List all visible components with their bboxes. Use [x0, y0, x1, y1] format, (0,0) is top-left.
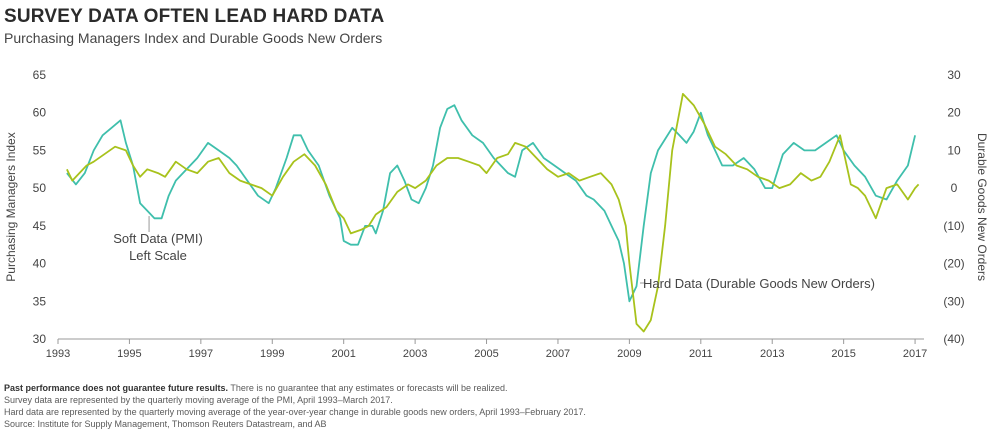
y2-axis-label: Durable Goods New Orders: [975, 133, 989, 281]
y-tick-label: 60: [33, 106, 47, 120]
chart-canvas: 1993 1995 1997 1999 2001 2003 2005 2007 2009 2011…: [4, 68, 989, 360]
y-tick-label: 35: [33, 294, 47, 308]
y-tick-label: 65: [33, 68, 47, 82]
x-tick-label: 2017: [903, 348, 927, 360]
footnote-disclaimer: Past performance does not guarantee futu…: [4, 383, 508, 393]
chart-annotations: Soft Data (PMI) Left Scale Hard Data (Dura…: [113, 216, 875, 291]
pmi-annotation-line2: Left Scale: [129, 248, 187, 263]
x-tick-label: 1993: [46, 348, 70, 360]
y-axis-label: Purchasing Managers Index: [4, 132, 18, 281]
y2-tick-label: (40): [943, 332, 964, 346]
x-tick-label: 1995: [117, 348, 141, 360]
x-tick-label: 2009: [617, 348, 641, 360]
y-tick-label: 50: [33, 181, 47, 195]
chart-subtitle: Purchasing Managers Index and Durable Go…: [4, 30, 383, 46]
x-tick-label: 2011: [689, 348, 713, 360]
y-tick-label: 30: [33, 332, 47, 346]
x-tick-label: 2013: [760, 348, 784, 360]
footnote-survey: Survey data are represented by the quart…: [4, 395, 393, 405]
pmi-annotation-line1: Soft Data (PMI): [113, 231, 203, 246]
y2-tick-label: 20: [947, 106, 961, 120]
y2-tick-label: 0: [951, 181, 958, 195]
x-tick-label: 2003: [403, 348, 427, 360]
chart-title: SURVEY DATA OFTEN LEAD HARD DATA: [4, 6, 385, 27]
chart-lines: [66, 93, 920, 333]
durable-annotation: Hard Data (Durable Goods New Orders): [643, 276, 875, 291]
footnote-bold: Past performance does not guarantee futu…: [4, 383, 229, 393]
footnote-line1: There is no guarantee that any estimates…: [230, 383, 508, 393]
footnote-source: Source: Institute for Supply Management,…: [4, 419, 327, 429]
footnote-hard: Hard data are represented by the quarter…: [4, 407, 586, 417]
series-line-pmi: [66, 104, 916, 303]
y2-tick-label: (30): [943, 294, 964, 308]
series-line-durable-goods: [66, 93, 920, 333]
x-tick-label: 1999: [260, 348, 284, 360]
x-tick-label: 2005: [474, 348, 498, 360]
x-tick-label: 1997: [189, 348, 213, 360]
chart-axes: 1993 1995 1997 1999 2001 2003 2005 2007 2009 2011…: [4, 68, 989, 360]
y2-tick-label: (10): [943, 219, 964, 233]
x-tick-label: 2015: [831, 348, 855, 360]
y2-tick-label: (20): [943, 257, 964, 271]
y2-tick-label: 10: [947, 143, 961, 157]
y-tick-label: 55: [33, 143, 47, 157]
x-tick-label: 2001: [331, 348, 355, 360]
x-tick-label: 2007: [546, 348, 570, 360]
y-tick-label: 45: [33, 219, 47, 233]
y2-tick-label: 30: [947, 68, 961, 82]
y-tick-label: 40: [33, 257, 47, 271]
